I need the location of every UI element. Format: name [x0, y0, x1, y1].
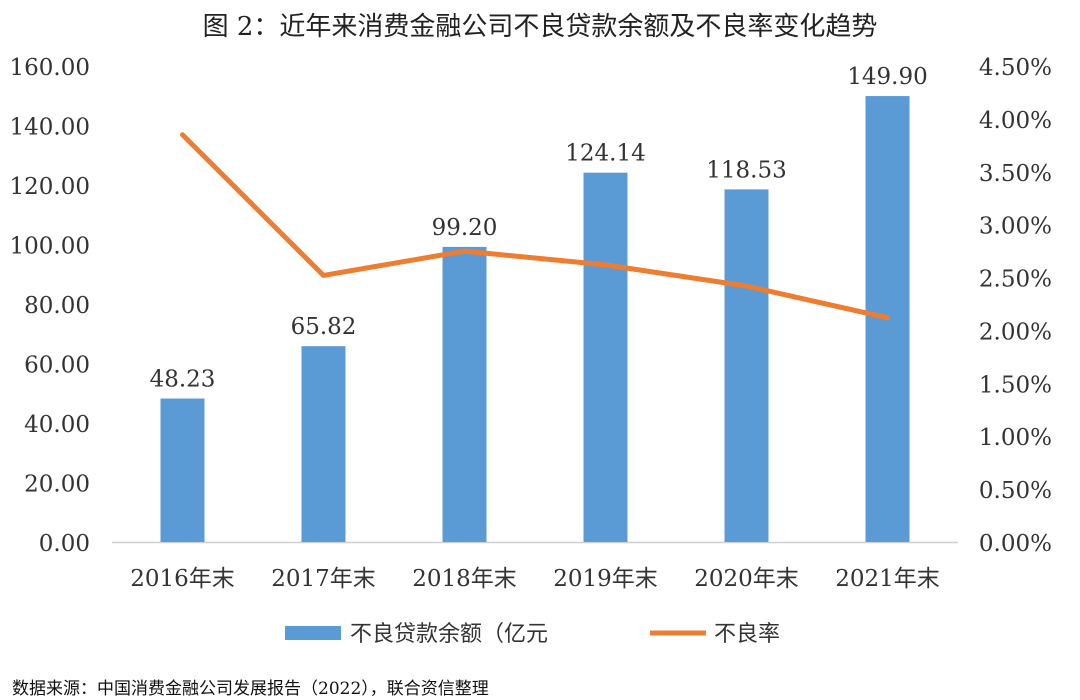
bar-data-label: 65.82 — [291, 314, 357, 340]
y-right-tick-label: 1.00% — [979, 425, 1052, 451]
y-left-tick-label: 140.00 — [10, 115, 90, 141]
y-left-tick-label: 0.00 — [39, 531, 90, 557]
bar — [301, 346, 346, 542]
chart-title: 图 2：近年来消费金融公司不良贷款余额及不良率变化趋势 — [202, 12, 878, 42]
y-right-tick-label: 3.50% — [979, 161, 1052, 187]
y-left-tick-label: 60.00 — [24, 353, 90, 379]
bar — [160, 398, 205, 542]
y-left-tick-label: 100.00 — [10, 234, 90, 260]
combo-chart: 0.00 20.00 40.00 60.00 80.00 100.00 120.00 140.… — [10, 55, 1052, 647]
x-tick-label: 2019年末 — [553, 566, 658, 592]
y-right-tick-label: 4.00% — [979, 108, 1052, 134]
x-tick-label: 2020年末 — [694, 566, 799, 592]
bar — [583, 172, 628, 542]
x-tick-label: 2017年末 — [271, 566, 376, 592]
legend-label-line: 不良率 — [714, 622, 780, 647]
bar-data-label: 124.14 — [565, 141, 645, 167]
y-right-tick-label: 2.00% — [979, 319, 1052, 345]
y-right-tick-label: 4.50% — [979, 55, 1052, 81]
y-right-tick-label: 2.50% — [979, 267, 1052, 293]
y-left-tick-label: 120.00 — [10, 174, 90, 200]
y-left-tick-label: 160.00 — [10, 55, 90, 81]
data-source-note: 数据来源：中国消费金融公司发展报告（2022），联合资信整理 — [12, 679, 489, 699]
legend-swatch-bar — [285, 626, 341, 640]
y-right-tick-label: 3.00% — [979, 214, 1052, 240]
x-tick-label: 2016年末 — [130, 566, 235, 592]
y-left-tick-label: 40.00 — [24, 412, 90, 438]
bar-data-label: 149.90 — [847, 64, 927, 90]
series-line-npl-ratio — [180, 132, 890, 321]
bar — [724, 189, 769, 543]
bar-data-label: 48.23 — [150, 367, 216, 393]
bar — [442, 246, 487, 542]
y-left-tick-label: 20.00 — [24, 472, 90, 498]
bar-data-label: 118.53 — [706, 157, 786, 183]
y-left-tick-label: 80.00 — [24, 293, 90, 319]
x-tick-label: 2021年末 — [835, 566, 940, 592]
y-right-tick-label: 1.50% — [979, 372, 1052, 398]
legend-label-bar: 不良贷款余额（亿元 — [350, 622, 548, 647]
y-right-tick-label: 0.50% — [979, 478, 1052, 504]
y-right-tick-label: 0.00% — [979, 531, 1052, 557]
x-tick-label: 2018年末 — [412, 566, 517, 592]
bar-data-label: 99.20 — [432, 215, 498, 241]
